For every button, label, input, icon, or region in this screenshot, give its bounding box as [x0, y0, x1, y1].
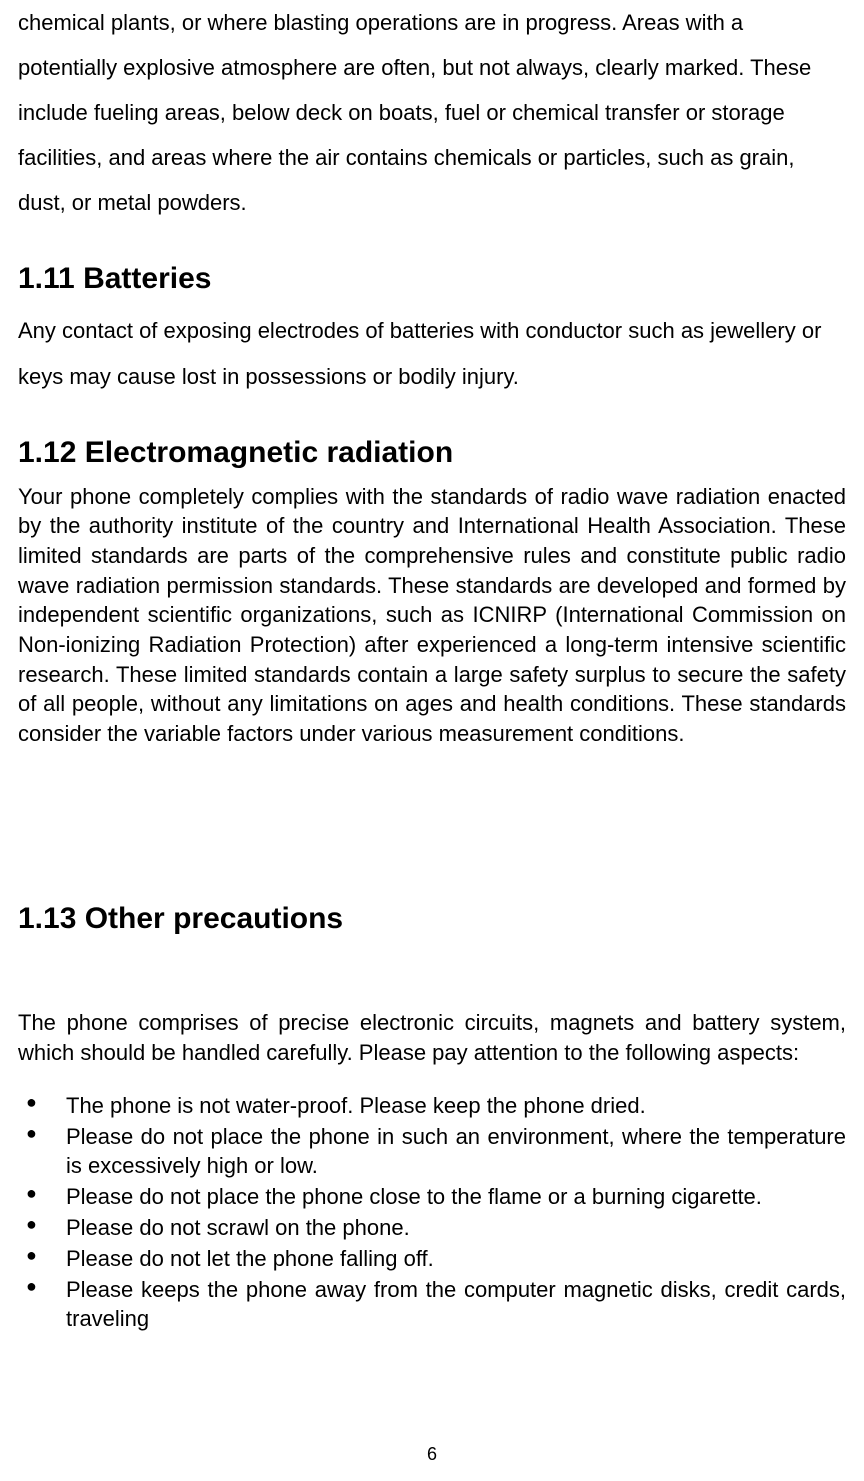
other-precautions-intro: The phone comprises of precise electroni…: [18, 1008, 846, 1067]
continuation-paragraph: chemical plants, or where blasting opera…: [18, 0, 846, 225]
list-item: Please do not place the phone in such an…: [18, 1122, 846, 1180]
list-item: The phone is not water-proof. Please kee…: [18, 1091, 846, 1120]
batteries-body: Any contact of exposing electrodes of ba…: [18, 308, 846, 398]
precautions-list: The phone is not water-proof. Please kee…: [18, 1091, 846, 1333]
heading-emr: 1.12 Electromagnetic radiation: [18, 433, 846, 472]
list-item: Please do not place the phone close to t…: [18, 1182, 846, 1211]
heading-batteries: 1.11 Batteries: [18, 259, 846, 298]
list-item: Please do not let the phone falling off.: [18, 1244, 846, 1273]
list-item: Please do not scrawl on the phone.: [18, 1213, 846, 1242]
heading-other-precautions: 1.13 Other precautions: [18, 899, 846, 938]
page-number: 6: [0, 1444, 864, 1465]
list-item: Please keeps the phone away from the com…: [18, 1275, 846, 1333]
emr-body: Your phone completely complies with the …: [18, 482, 846, 749]
